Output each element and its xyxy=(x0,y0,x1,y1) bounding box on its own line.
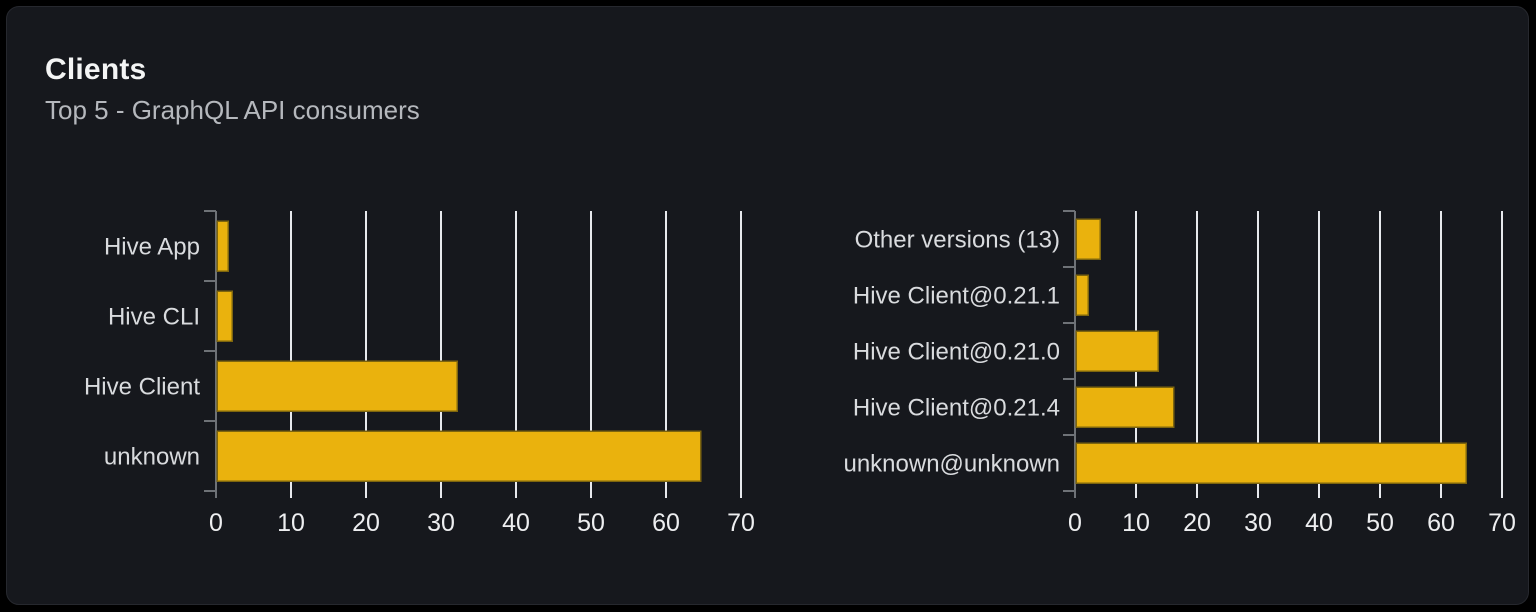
bar[interactable] xyxy=(216,430,702,482)
bar[interactable] xyxy=(216,360,458,412)
x-tick-label: 50 xyxy=(577,509,605,537)
x-tick-label: 10 xyxy=(277,509,305,537)
category-label: Other versions (13) xyxy=(855,227,1060,254)
panel-title: Clients xyxy=(45,53,147,86)
panel-header: Clients Top 5 - GraphQL API consumers xyxy=(45,53,420,125)
category-label: Hive CLI xyxy=(108,304,200,331)
category-label: unknown@unknown xyxy=(843,451,1060,478)
x-tick-label: 60 xyxy=(1427,509,1455,537)
x-tick-label: 30 xyxy=(427,509,455,537)
category-label: Hive Client@0.21.4 xyxy=(853,395,1060,422)
category-label: Hive App xyxy=(104,234,200,261)
x-tick-label: 70 xyxy=(1488,509,1516,537)
bar[interactable] xyxy=(1075,330,1160,372)
x-tick-label: 40 xyxy=(502,509,530,537)
bar[interactable] xyxy=(216,290,233,342)
clients-by-version-chart: Other versions (13) Hive Client@0.21.1 Hiv… xyxy=(843,210,1516,537)
x-tick-label: 20 xyxy=(1183,509,1211,537)
category-label: Hive Client@0.21.1 xyxy=(853,283,1060,310)
clients-panel: Clients Top 5 - GraphQL API consumers Hi… xyxy=(6,6,1529,605)
bar[interactable] xyxy=(1075,218,1102,260)
x-tick-label: 0 xyxy=(209,509,223,537)
x-tick-label: 70 xyxy=(727,509,755,537)
x-tick-label: 60 xyxy=(652,509,680,537)
bar[interactable] xyxy=(216,220,229,272)
category-label: unknown xyxy=(104,444,200,471)
category-label: Hive Client xyxy=(84,374,200,401)
bar[interactable] xyxy=(1075,274,1089,316)
clients-by-name-chart: Hive App Hive CLI Hive Client unknown 0 10 20 3… xyxy=(84,210,755,537)
x-tick-label: 40 xyxy=(1305,509,1333,537)
x-tick-label: 20 xyxy=(352,509,380,537)
panel-subtitle: Top 5 - GraphQL API consumers xyxy=(45,95,420,125)
category-label: Hive Client@0.21.0 xyxy=(853,339,1060,366)
bar[interactable] xyxy=(1075,442,1468,484)
x-tick-label: 30 xyxy=(1244,509,1272,537)
x-tick-label: 0 xyxy=(1068,509,1082,537)
x-tick-label: 10 xyxy=(1122,509,1150,537)
bar[interactable] xyxy=(1075,386,1175,428)
x-tick-label: 50 xyxy=(1366,509,1394,537)
